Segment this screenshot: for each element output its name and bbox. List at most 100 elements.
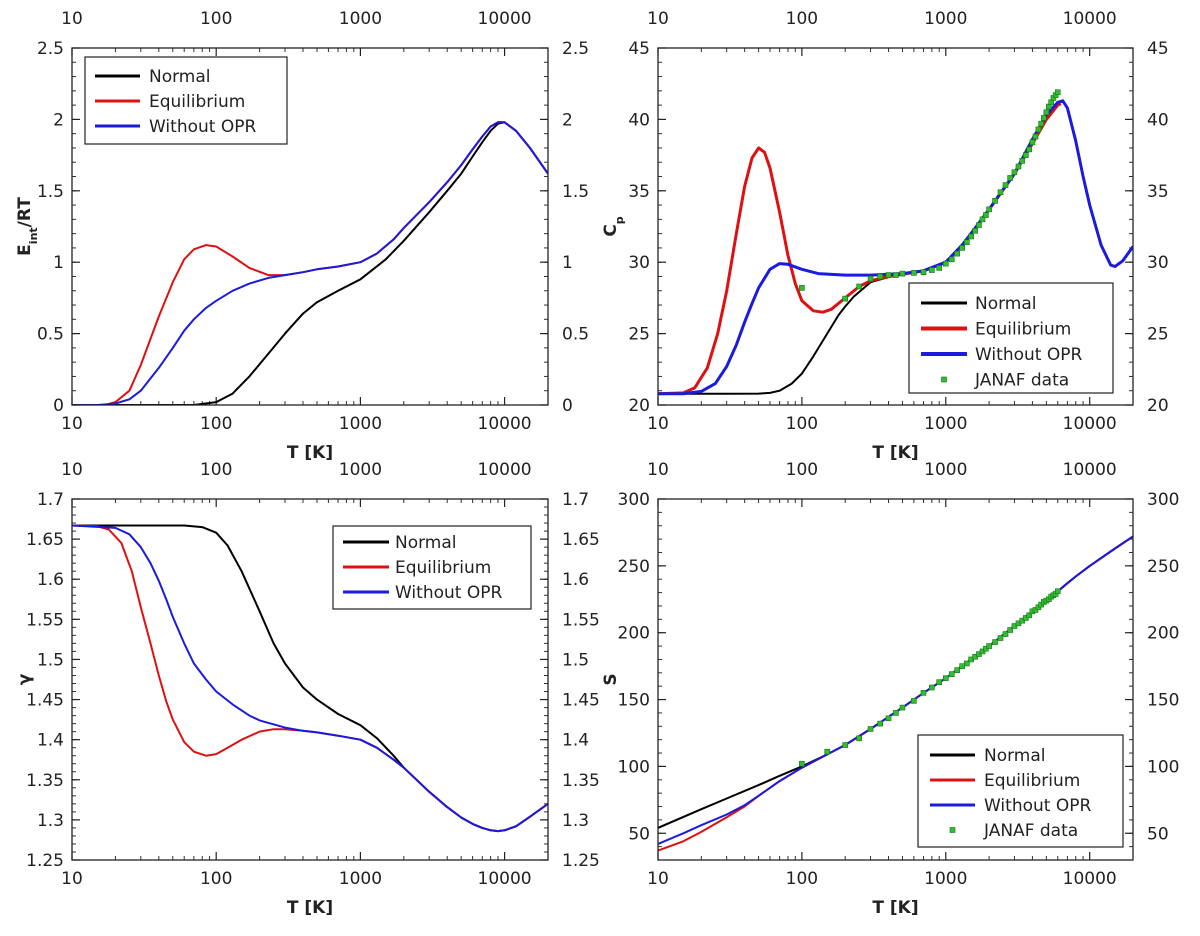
y-tick-label-right: 1.45 (562, 691, 600, 711)
y-tick-label-right: 100 (1147, 757, 1179, 777)
y-tick-label-right: 2.5 (562, 39, 589, 59)
janaf-point (842, 295, 849, 302)
janaf-point (1041, 115, 1047, 121)
janaf-point (799, 285, 805, 291)
y-tick-label: 1.5 (37, 650, 64, 670)
janaf-point (1029, 139, 1036, 146)
janaf-point (954, 667, 960, 673)
janaf-point (842, 742, 849, 748)
x-tick-label: 10000 (1063, 869, 1117, 889)
y-tick-label-right: 150 (1147, 691, 1179, 711)
x-tick-label: 10000 (478, 869, 532, 889)
janaf-point (942, 675, 949, 681)
legend-label: Normal (975, 294, 1037, 314)
janaf-point (929, 684, 935, 691)
x-tick-label: 100 (786, 869, 818, 889)
janaf-point (929, 267, 935, 273)
x-tick-label: 10 (647, 869, 669, 889)
y-tick-label-right: 1.5 (562, 182, 589, 202)
chart-gamma: 10 10 100 100 1000 1000 10000 10000 1.25 1.25 1.3 1… (15, 460, 600, 918)
x-tick-label-top: 1000 (339, 460, 382, 480)
y-tick-label-right: 1.65 (562, 530, 600, 550)
y-tick-label-right: 1.25 (562, 851, 600, 871)
y-tick-label-right: 0 (562, 396, 573, 416)
janaf-point (899, 704, 906, 711)
x-tick-label: 10000 (478, 414, 532, 434)
y-tick-label: 45 (628, 39, 650, 59)
janaf-point (979, 216, 986, 223)
y-tick-label-right: 25 (1147, 325, 1169, 345)
x-tick-label-top: 1000 (924, 9, 967, 29)
x-tick-label-top: 10000 (478, 9, 532, 29)
y-tick-label: 1.3 (37, 811, 64, 831)
y-axis-label: γ (15, 673, 35, 685)
janaf-point (899, 270, 906, 277)
janaf-point (948, 256, 955, 263)
legend-label: Normal (984, 746, 1046, 766)
y-tick-label: 250 (618, 557, 650, 577)
legend-swatch-janaf-data (949, 827, 956, 833)
series-line-equilibrium (72, 121, 548, 405)
series-line-normal (72, 121, 548, 405)
janaf-point (972, 227, 978, 234)
legend-label: Equilibrium (149, 92, 245, 112)
y-tick-label: 1.7 (37, 490, 64, 510)
janaf-point (867, 275, 874, 282)
x-axis-label: T [K] (872, 443, 918, 463)
x-axis-label: T [K] (287, 443, 333, 463)
x-tick-label: 10000 (1063, 414, 1117, 434)
y-axis-label: S (601, 673, 621, 685)
janaf-point (992, 197, 998, 204)
x-axis-label: T [K] (287, 898, 333, 918)
plot-frame (71, 47, 549, 406)
series-line-without-opr (72, 524, 548, 833)
legend-label: Without OPR (149, 117, 256, 137)
series-group-gamma (72, 524, 548, 833)
x-tick-label-top: 100 (200, 9, 232, 29)
janaf-point (1032, 133, 1039, 140)
x-tick-label-top: 100 (786, 460, 818, 480)
y-tick-label: 2 (53, 110, 64, 130)
series-group-entropy (658, 535, 1133, 852)
janaf-point (1054, 89, 1061, 96)
y-tick-label: 1.45 (26, 691, 64, 711)
legend-label: Without OPR (984, 796, 1091, 816)
y-tick-label: 50 (628, 824, 650, 844)
janaf-point (936, 679, 943, 685)
janaf-point (968, 233, 974, 240)
janaf-point (877, 273, 883, 280)
x-tick-label: 100 (200, 414, 232, 434)
legend-label: JANAF data (983, 821, 1078, 841)
series-group-cp (658, 89, 1133, 396)
janaf-point (911, 698, 917, 704)
y-tick-label: 1.6 (37, 570, 64, 590)
plot-frame (657, 47, 1134, 406)
y-tick-label: 100 (618, 757, 650, 777)
plot-frame (71, 498, 549, 861)
legend-swatch-janaf-data (941, 376, 947, 383)
legend-label: Equilibrium (984, 771, 1080, 791)
y-tick-label: 0.5 (37, 325, 64, 345)
chart-eint: 10 10 100 100 1000 1000 10000 10000 0 0 0.5 0.5 1 1 1.… (15, 9, 589, 463)
y-tick-label: 1.5 (37, 182, 64, 202)
y-tick-label-right: 1 (562, 253, 573, 273)
legend-label: Equilibrium (395, 558, 491, 578)
x-tick-label: 10 (647, 414, 669, 434)
x-tick-label: 1000 (924, 869, 967, 889)
x-tick-label-top: 10 (647, 460, 669, 480)
y-tick-label: 40 (628, 110, 650, 130)
y-axis-label: Cp (601, 216, 626, 236)
janaf-point (1019, 158, 1026, 164)
y-tick-label: 30 (628, 253, 650, 273)
y-tick-label-right: 40 (1147, 110, 1169, 130)
x-tick-label: 100 (200, 869, 232, 889)
janaf-point (877, 720, 883, 727)
y-tick-label-right: 20 (1147, 396, 1169, 416)
janaf-point (1054, 588, 1061, 595)
y-tick-label-right: 1.3 (562, 811, 589, 831)
x-tick-label-top: 100 (786, 9, 818, 29)
janaf-point (824, 748, 831, 755)
x-axis-label: T [K] (872, 898, 918, 918)
x-tick-label: 1000 (924, 414, 967, 434)
